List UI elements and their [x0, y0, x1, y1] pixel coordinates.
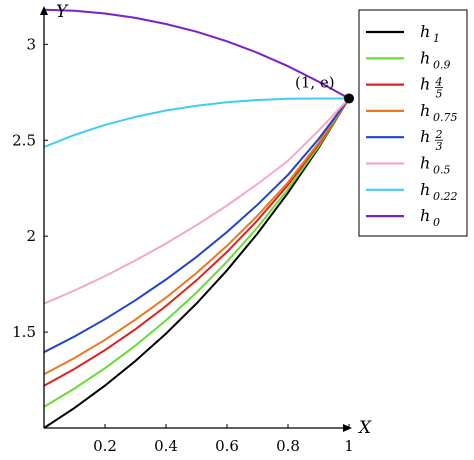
x-axis-label: X: [357, 418, 372, 438]
axes: X Y: [40, 2, 372, 438]
series-line-4-5: [43, 97, 350, 387]
endpoint-label: (1, e): [295, 73, 335, 91]
y-tick-label: 2.5: [12, 131, 36, 149]
y-tick-label: 3: [26, 35, 36, 53]
legend-subscript-denominator: 3: [436, 140, 443, 153]
legend-label: h: [420, 22, 430, 41]
legend-subscript: 0.5: [433, 164, 451, 177]
legend-subscript: 0.22: [433, 190, 458, 203]
series-lines: [43, 8, 350, 429]
y-tick-label: 1.5: [12, 323, 36, 341]
x-tick-label: 0.6: [215, 437, 239, 455]
series-line-0-9: [43, 97, 350, 408]
y-ticks: 1.5 2 2.5 3: [12, 35, 48, 341]
legend-subscript-numerator: 4: [435, 76, 443, 89]
series-line-1: [43, 97, 350, 429]
series-line-0-22: [43, 97, 349, 148]
series-line-0: [43, 8, 350, 100]
legend-label: h: [420, 48, 430, 67]
x-ticks: 0.2 0.4 0.6 0.8 1: [93, 424, 354, 455]
legend-label: h: [420, 127, 430, 146]
y-axis-arrow: [40, 6, 48, 15]
series-line-2-3: [43, 97, 350, 354]
legend-subscript-numerator: 2: [435, 128, 443, 141]
legend-box: [358, 9, 468, 237]
legend-label: h: [420, 101, 430, 120]
endpoint-marker: [344, 93, 354, 104]
legend-label: h: [420, 180, 430, 199]
legend-subscript: 1: [433, 32, 440, 45]
series-line-0-75: [43, 97, 350, 376]
y-tick-label: 2: [26, 227, 36, 245]
legend-label: h: [420, 75, 430, 94]
legend-subscript: 0.75: [433, 111, 458, 124]
legend-entries: h 1h 0.9h 45h 0.75h 23h 0.5h 0.22h 0: [366, 22, 458, 229]
legend-subscript-denominator: 5: [436, 88, 443, 101]
x-tick-label: 0.8: [276, 437, 300, 455]
legend-label: h: [420, 206, 430, 225]
x-tick-label: 0.2: [93, 437, 117, 455]
legend: h 1h 0.9h 45h 0.75h 23h 0.5h 0.22h 0: [358, 9, 468, 237]
x-tick-label: 0.4: [154, 437, 178, 455]
x-tick-label: 1: [344, 437, 354, 455]
series-line-0-5: [43, 97, 350, 305]
legend-label: h: [420, 154, 430, 173]
legend-subscript: 0.9: [433, 58, 451, 71]
x-axis-arrow: [343, 424, 352, 432]
legend-subscript: 0: [433, 216, 440, 229]
y-axis-label: Y: [56, 2, 69, 22]
annotation: (1, e): [295, 73, 354, 104]
